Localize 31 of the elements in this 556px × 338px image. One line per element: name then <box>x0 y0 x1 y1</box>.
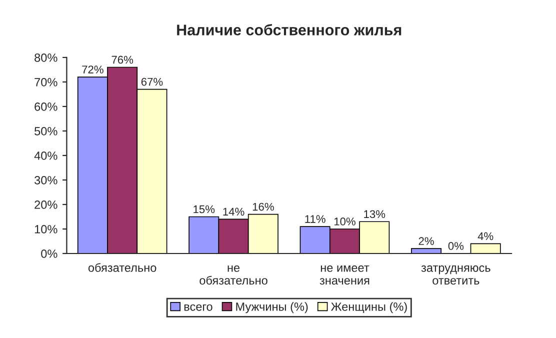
data-label: 14% <box>223 208 244 216</box>
x-tick-label: не обязательно <box>200 265 268 285</box>
y-tick-label: 60% <box>34 102 58 111</box>
data-label: 2% <box>418 237 434 245</box>
data-label: 10% <box>334 218 356 226</box>
y-tick-label: 30% <box>34 176 58 184</box>
y-tick-label: 50% <box>34 127 58 136</box>
data-label: 0% <box>448 242 464 250</box>
y-tick-label: 40% <box>34 152 58 160</box>
y-tick-label: 10% <box>34 225 58 234</box>
y-tick-label: 0% <box>41 250 58 258</box>
data-label: 13% <box>364 210 386 218</box>
data-label: 67% <box>141 78 163 86</box>
legend-label: всего <box>184 304 212 311</box>
legend-label: Мужчины (%) <box>236 302 308 314</box>
data-label: 11% <box>305 215 326 223</box>
bar <box>470 243 501 254</box>
data-label: 16% <box>252 202 274 211</box>
y-tick-label: 80% <box>34 53 58 62</box>
x-tick-label: затрудняюсь ответить <box>421 265 490 285</box>
bar <box>411 248 442 254</box>
x-tick-label: обязательно <box>88 263 156 272</box>
data-label: 76% <box>112 56 134 64</box>
legend-label: Женщины (%) <box>330 302 407 314</box>
data-label: 15% <box>194 205 215 214</box>
x-tick-label: не имеет значения <box>320 265 370 285</box>
y-tick-label: 20% <box>34 200 58 209</box>
data-label: 72% <box>82 66 104 74</box>
y-tick-label: 70% <box>34 78 58 86</box>
chart-title: Наличие собственного жилья <box>177 24 402 36</box>
data-label: 4% <box>478 232 494 240</box>
